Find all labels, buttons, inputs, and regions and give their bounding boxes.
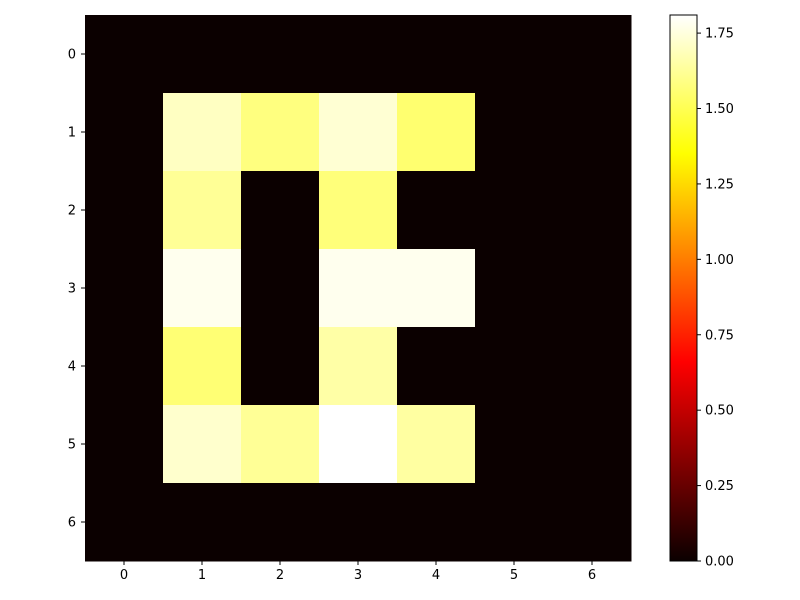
heatmap-cell-5-3 — [319, 405, 398, 484]
heatmap-cell-6-6 — [553, 483, 632, 562]
colorbar-tick-label: 0.50 — [705, 404, 734, 419]
colorbar-tick-label: 0.00 — [705, 555, 734, 570]
heatmap-cell-0-0 — [85, 15, 164, 94]
heatmap-cell-2-4 — [397, 171, 476, 250]
heatmap-cell-4-2 — [241, 327, 320, 406]
heatmap-cell-1-5 — [475, 93, 554, 172]
heatmap-cell-4-1 — [163, 327, 242, 406]
y-tick-label: 0 — [68, 48, 76, 63]
heatmap-cell-2-0 — [85, 171, 164, 250]
heatmap-cell-6-3 — [319, 483, 398, 562]
heatmap-cell-5-4 — [397, 405, 476, 484]
heatmap-cell-0-5 — [475, 15, 554, 94]
colorbar-tick-label: 0.25 — [705, 479, 734, 494]
heatmap-cell-6-5 — [475, 483, 554, 562]
heatmap-cell-1-1 — [163, 93, 242, 172]
heatmap-cell-3-5 — [475, 249, 554, 328]
heatmap-cell-3-2 — [241, 249, 320, 328]
heatmap-cell-3-0 — [85, 249, 164, 328]
y-tick-label: 1 — [68, 126, 76, 141]
heatmap-cell-5-2 — [241, 405, 320, 484]
heatmap-cell-0-4 — [397, 15, 476, 94]
heatmap-cell-6-2 — [241, 483, 320, 562]
x-tick-label: 4 — [432, 568, 440, 583]
y-tick-label: 6 — [68, 516, 76, 531]
heatmap-cell-2-5 — [475, 171, 554, 250]
heatmap-cell-3-3 — [319, 249, 398, 328]
y-tick-label: 2 — [68, 204, 76, 219]
colorbar: 0.00 0.25 0.50 0.75 1.00 1.25 1.50 1.75 — [669, 14, 734, 570]
heatmap-cell-2-2 — [241, 171, 320, 250]
colorbar-tick-label: 1.50 — [705, 102, 734, 117]
colorbar-tick-label: 1.25 — [705, 177, 734, 192]
heatmap-cell-5-0 — [85, 405, 164, 484]
heatmap-cell-1-3 — [319, 93, 398, 172]
heatmap-cell-1-0 — [85, 93, 164, 172]
y-tick-label: 4 — [68, 360, 76, 375]
heatmap-cell-2-3 — [319, 171, 398, 250]
x-tick-label: 0 — [120, 568, 128, 583]
heatmap-cell-6-0 — [85, 483, 164, 562]
heatmap-cell-1-4 — [397, 93, 476, 172]
heatmap-cell-5-5 — [475, 405, 554, 484]
y-tick-label: 3 — [68, 282, 76, 297]
colorbar-tick-label: 1.75 — [705, 27, 734, 42]
x-tick-label: 2 — [276, 568, 284, 583]
colorbar-tick-label: 0.75 — [705, 328, 734, 343]
heatmap-cell-5-6 — [553, 405, 632, 484]
heatmap-cell-3-6 — [553, 249, 632, 328]
heatmap-cell-4-0 — [85, 327, 164, 406]
heatmap-cell-1-6 — [553, 93, 632, 172]
heatmap-cell-1-2 — [241, 93, 320, 172]
x-tick-label: 5 — [510, 568, 518, 583]
x-tick-label: 1 — [198, 568, 206, 583]
heatmap-cell-2-6 — [553, 171, 632, 250]
heatmap-cell-3-1 — [163, 249, 242, 328]
colorbar-tick-label: 1.00 — [705, 253, 734, 268]
heatmap-cell-2-1 — [163, 171, 242, 250]
colorbar-gradient — [670, 15, 697, 561]
heatmap-cell-0-6 — [553, 15, 632, 94]
y-axis: 0 1 2 3 4 5 6 — [68, 48, 85, 531]
y-tick-label: 5 — [68, 438, 76, 453]
heatmap-cell-0-1 — [163, 15, 242, 94]
heatmap-cell-4-5 — [475, 327, 554, 406]
heatmap-cell-6-1 — [163, 483, 242, 562]
heatmap-plot — [85, 15, 632, 562]
heatmap-cell-4-4 — [397, 327, 476, 406]
heatmap-cell-3-4 — [397, 249, 476, 328]
heatmap-cell-0-3 — [319, 15, 398, 94]
colorbar-frame — [669, 14, 698, 562]
x-tick-label: 3 — [354, 568, 362, 583]
x-tick-label: 6 — [588, 568, 596, 583]
heatmap-cell-4-6 — [553, 327, 632, 406]
heatmap-cell-0-2 — [241, 15, 320, 94]
x-axis: 0 1 2 3 4 5 6 — [120, 561, 596, 583]
heatmap-cell-4-3 — [319, 327, 398, 406]
heatmap-cell-6-4 — [397, 483, 476, 562]
heatmap-cell-5-1 — [163, 405, 242, 484]
